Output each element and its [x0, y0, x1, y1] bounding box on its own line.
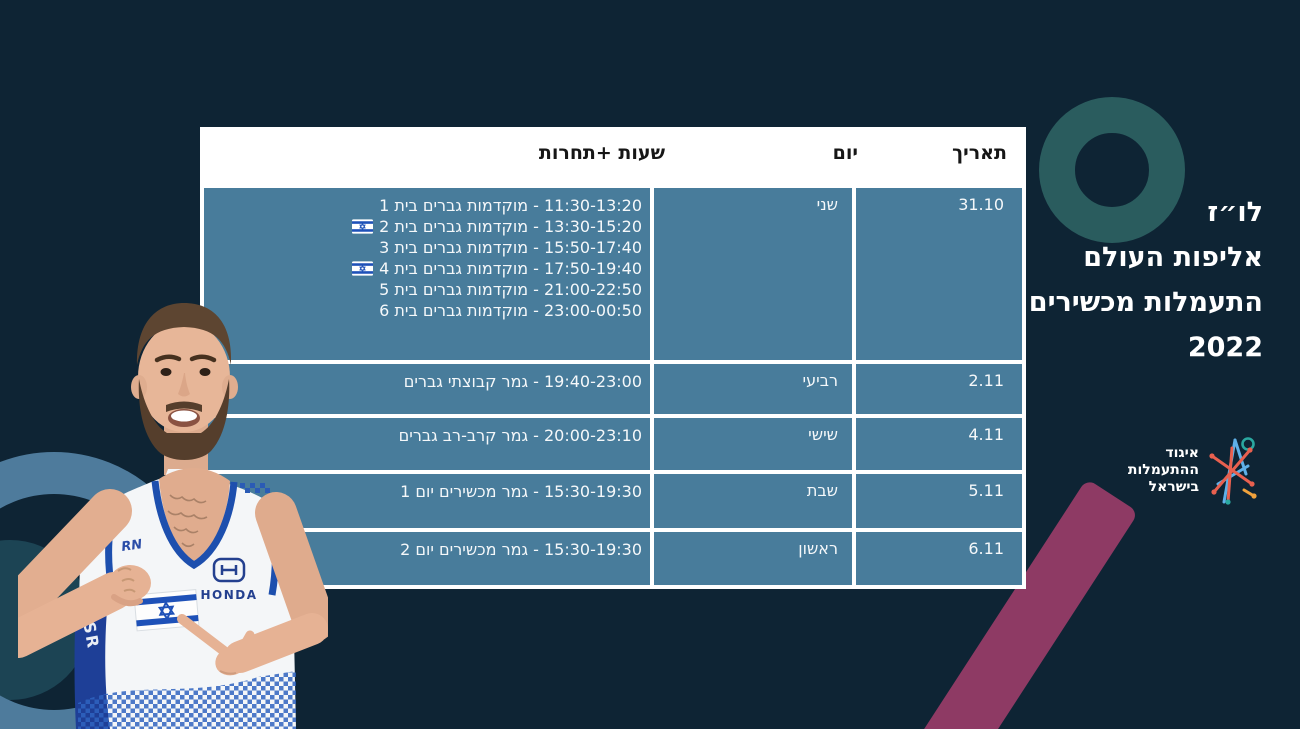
event-text: 15:30-19:30 - גמר מכשירים יום 1	[400, 482, 642, 501]
schedule-header-row: תאריך יום שעות +תחרות	[204, 127, 1022, 188]
shirt-sponsor-text: RN	[120, 537, 143, 555]
date-cell: 2.11	[856, 364, 1022, 414]
header-time: שעות +תחרות	[538, 142, 665, 164]
event-line: 13:30-15:20 - מוקדמות גברים בית 2	[204, 216, 642, 237]
title-line-4: 2022	[1187, 332, 1263, 363]
gymnast-photo: ISR HONDA RN	[18, 299, 328, 729]
federation-text-line: בישראל	[1148, 478, 1199, 495]
schedule-body: 31.10 שני 11:30-13:20 - מוקדמות גברים בי…	[204, 188, 1022, 585]
federation-logo: איגוד ההתעמלות בישראל	[1128, 432, 1262, 508]
event-text: 11:30-13:20 - מוקדמות גברים בית 1	[379, 196, 642, 215]
event-line: 17:50-19:40 - מוקדמות גברים בית 4	[204, 258, 642, 279]
event-line: 11:30-13:20 - מוקדמות גברים בית 1	[204, 195, 642, 216]
event-line: 15:50-17:40 - מוקדמות גברים בית 3	[204, 237, 642, 258]
event-text: 15:30-19:30 - גמר מכשירים יום 2	[400, 540, 642, 559]
event-text: 13:30-15:20 - מוקדמות גברים בית 2	[379, 217, 642, 236]
event-line: 19:40-23:00 - גמר קבוצתי גברים	[204, 371, 642, 392]
israel-flag-icon	[352, 219, 374, 234]
event-text: 20:00-23:10 - גמר קרב-רב גברים	[398, 426, 642, 445]
israel-flag-icon	[352, 261, 374, 276]
event-text: 23:00-00:50 - מוקדמות גברים בית 6	[379, 301, 642, 320]
title-line-1: לו״ז	[1207, 197, 1263, 228]
events-cell: 15:30-19:30 - גמר מכשירים יום 1	[204, 474, 650, 528]
event-line: 23:00-00:50 - מוקדמות גברים בית 6	[204, 300, 642, 321]
event-text: 15:50-17:40 - מוקדמות גברים בית 3	[379, 238, 642, 257]
poster-title: לו״ז אליפות העולם התעמלות מכשירים 2022	[1029, 190, 1263, 370]
federation-logo-text: איגוד ההתעמלות בישראל	[1128, 445, 1199, 496]
event-line: 20:00-23:10 - גמר קרב-רב גברים	[204, 425, 642, 446]
federation-gymnast-mark-icon	[1204, 432, 1262, 508]
day-cell: שני	[654, 188, 852, 360]
event-line: 15:30-19:30 - גמר מכשירים יום 2	[204, 539, 642, 560]
schedule-table: תאריך יום שעות +תחרות 31.10 שני 11:30-13…	[200, 127, 1026, 589]
day-cell: שבת	[654, 474, 852, 528]
federation-text-line: איגוד	[1165, 444, 1199, 461]
title-line-2: אליפות העולם	[1083, 242, 1263, 273]
events-cell: 19:40-23:00 - גמר קבוצתי גברים	[204, 364, 650, 414]
event-text: 21:00-22:50 - מוקדמות גברים בית 5	[379, 280, 642, 299]
events-cell: 11:30-13:20 - מוקדמות גברים בית 1 13:30-…	[204, 188, 650, 360]
day-cell: ראשון	[654, 532, 852, 585]
title-line-3: התעמלות מכשירים	[1028, 287, 1263, 318]
shirt-brand-text: HONDA	[200, 588, 257, 602]
federation-text-line: ההתעמלות	[1127, 461, 1199, 478]
events-cell: 20:00-23:10 - גמר קרב-רב גברים	[204, 418, 650, 470]
date-cell: 4.11	[856, 418, 1022, 470]
date-cell: 6.11	[856, 532, 1022, 585]
date-cell: 31.10	[856, 188, 1022, 360]
header-day: יום	[832, 142, 858, 164]
date-cell: 5.11	[856, 474, 1022, 528]
header-date: תאריך	[952, 142, 1007, 164]
event-line: 15:30-19:30 - גמר מכשירים יום 1	[204, 481, 642, 502]
day-cell: שישי	[654, 418, 852, 470]
day-cell: רביעי	[654, 364, 852, 414]
event-line: 21:00-22:50 - מוקדמות גברים בית 5	[204, 279, 642, 300]
event-text: 19:40-23:00 - גמר קבוצתי גברים	[403, 372, 642, 391]
event-text: 17:50-19:40 - מוקדמות גברים בית 4	[379, 259, 642, 278]
